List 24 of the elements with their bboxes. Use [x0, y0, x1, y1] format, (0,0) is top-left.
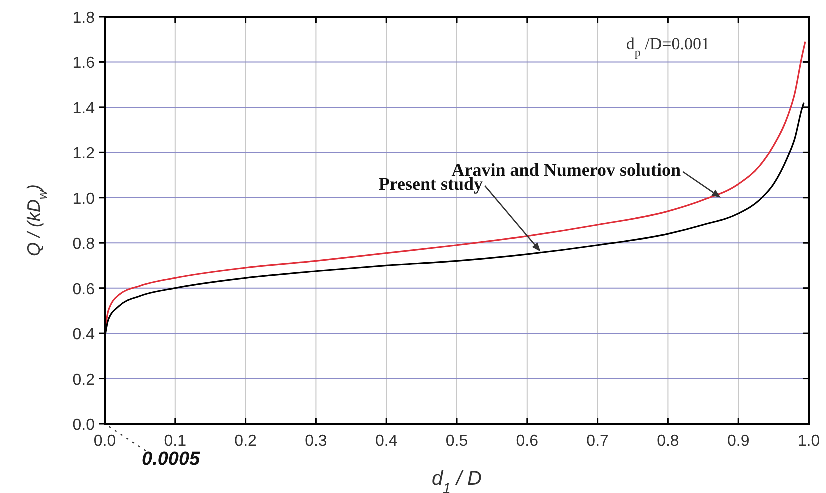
x-tick-label: 0.7: [586, 433, 610, 450]
x-tick-label: 0.2: [234, 433, 258, 450]
x-tick-label: 0.0: [94, 433, 116, 450]
text: 0.0005: [142, 448, 201, 470]
y-tick-label: 1.4: [72, 100, 96, 118]
y-tick-label: 0.0: [72, 417, 96, 434]
x-tick-label: 0.5: [446, 433, 468, 450]
y-tick-label: 0.4: [72, 326, 96, 344]
y-tick-label: 1.8: [72, 10, 96, 27]
x-tick-label: 0.3: [305, 433, 328, 450]
x-tick-label: 0.1: [164, 433, 187, 450]
y-tick-label: 0.6: [72, 281, 96, 298]
x-tick-label: 0.6: [516, 433, 539, 450]
x-axis-title: d$_{1}$ / D: [432, 468, 482, 493]
annotation: d$_{p}$ /D=0.001: [626, 34, 710, 60]
x-tick-label: 0.9: [727, 433, 750, 450]
y-tick-label: 1.0: [72, 190, 96, 208]
y-tick-label: 1.2: [72, 146, 96, 163]
x-tick-label: 1.0: [798, 433, 820, 450]
y-tick-label: 0.2: [72, 372, 96, 389]
y-tick-label: 1.6: [72, 55, 96, 72]
x-tick-label: 0.8: [657, 433, 680, 450]
y-tick-label: 0.8: [72, 236, 96, 254]
x-tick-label: 0.4: [375, 433, 398, 450]
